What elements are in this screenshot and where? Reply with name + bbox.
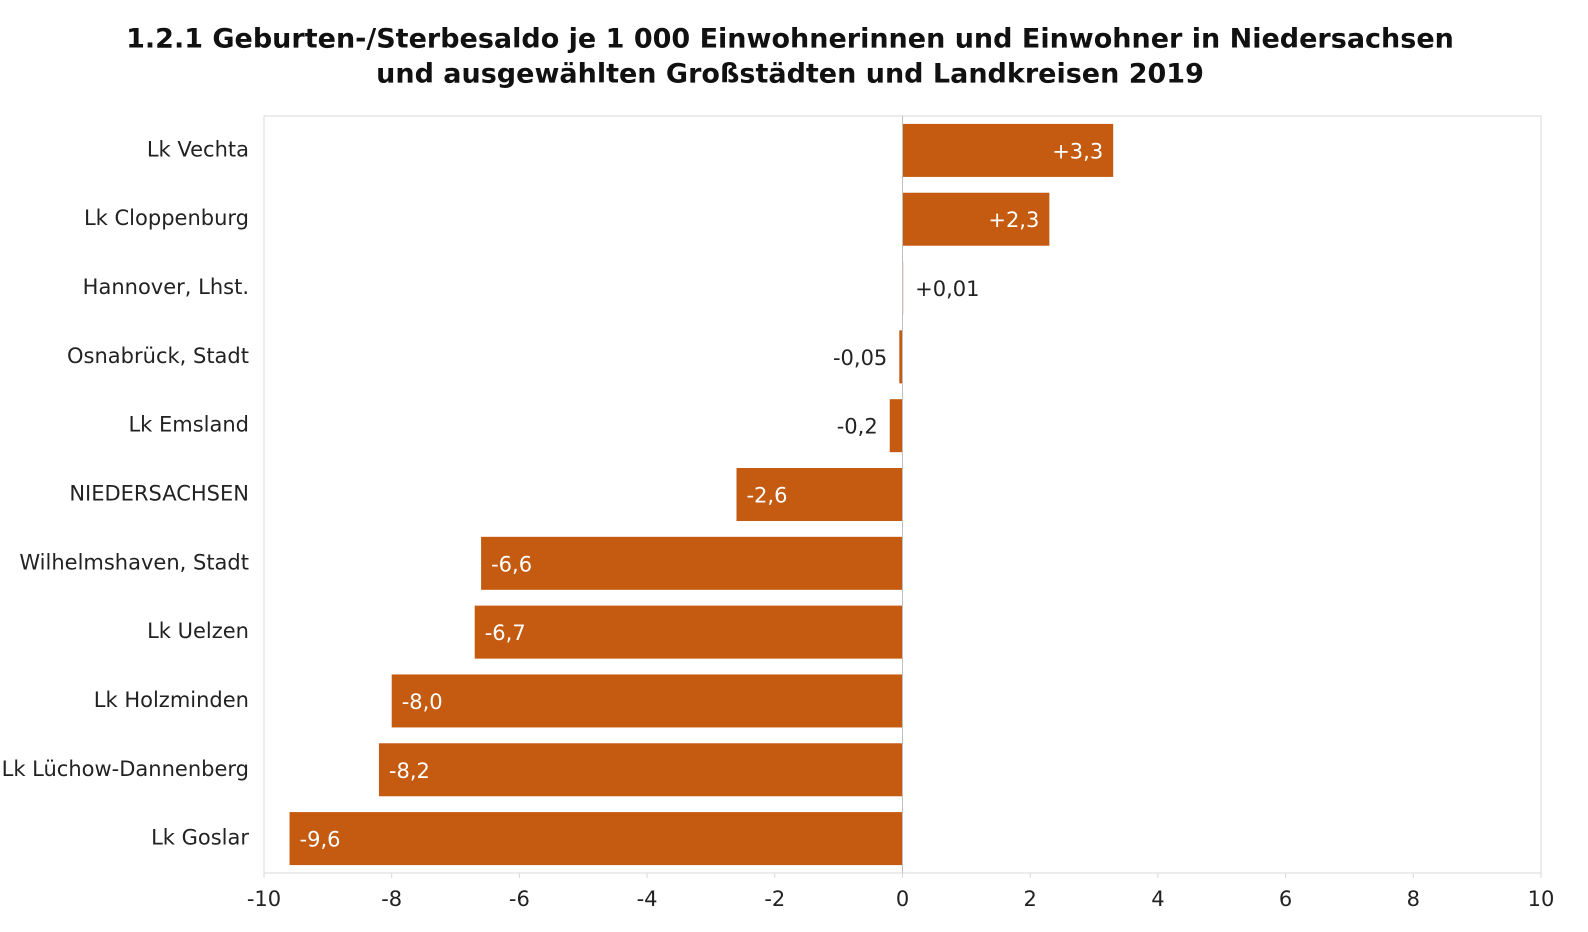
chart-title: und ausgewählten Großstädten und Landkre… xyxy=(376,59,1204,90)
value-label: -6,7 xyxy=(485,621,526,645)
value-label: -0,2 xyxy=(837,415,878,439)
value-label: -8,2 xyxy=(389,759,430,783)
bar xyxy=(899,330,903,384)
y-tick-label: NIEDERSACHSEN xyxy=(69,482,249,506)
value-label: +0,01 xyxy=(915,277,979,301)
y-tick-label: Lk Uelzen xyxy=(147,619,249,643)
value-label: -8,0 xyxy=(402,690,443,714)
y-tick-label: Lk Vechta xyxy=(147,137,249,161)
bar xyxy=(902,192,1050,246)
x-tick-label: -8 xyxy=(381,887,402,911)
bar xyxy=(289,812,903,866)
x-tick-label: 10 xyxy=(1528,887,1555,911)
y-tick-label: Wilhelmshaven, Stadt xyxy=(19,550,249,574)
y-tick-label: Lk Holzminden xyxy=(94,688,249,712)
value-label: +2,3 xyxy=(988,208,1039,232)
bar xyxy=(481,536,903,590)
x-tick-label: 0 xyxy=(896,887,909,911)
y-tick-label: Lk Cloppenburg xyxy=(84,206,249,230)
x-tick-label: -2 xyxy=(764,887,785,911)
y-tick-label: Lk Goslar xyxy=(151,826,249,850)
value-label: -2,6 xyxy=(746,484,787,508)
value-label: +3,3 xyxy=(1052,139,1103,163)
bar xyxy=(889,399,903,453)
x-tick-label: 8 xyxy=(1407,887,1420,911)
y-tick-label: Hannover, Lhst. xyxy=(83,275,249,299)
x-tick-label: 4 xyxy=(1151,887,1164,911)
value-label: -6,6 xyxy=(491,552,532,576)
bar xyxy=(474,605,903,659)
bar xyxy=(378,743,903,797)
y-tick-label: Lk Emsland xyxy=(128,413,249,437)
x-tick-label: -4 xyxy=(637,887,658,911)
x-tick-label: 2 xyxy=(1024,887,1037,911)
x-tick-label: -10 xyxy=(247,887,281,911)
x-tick-label: -6 xyxy=(509,887,530,911)
y-tick-label: Osnabrück, Stadt xyxy=(67,344,249,368)
bar xyxy=(902,123,1114,177)
bar xyxy=(736,468,903,521)
value-label: -9,6 xyxy=(300,828,341,852)
y-tick-label: Lk Lüchow-Dannenberg xyxy=(2,757,249,781)
chart-title: 1.2.1 Geburten-/Sterbesaldo je 1 000 Ein… xyxy=(126,24,1454,55)
value-label: -0,05 xyxy=(833,346,887,370)
bar xyxy=(391,674,903,728)
x-tick-label: 6 xyxy=(1279,887,1292,911)
